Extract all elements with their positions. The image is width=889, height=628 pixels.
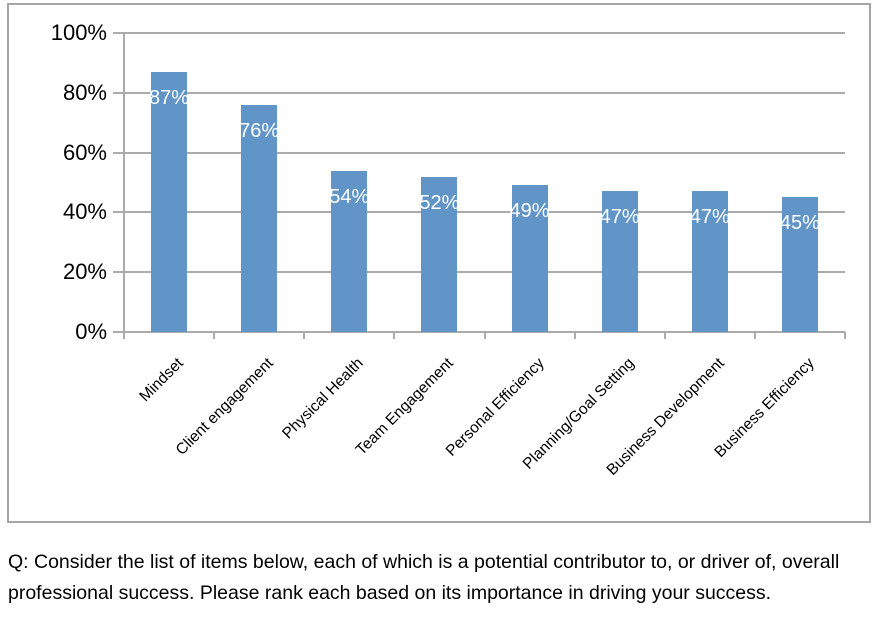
bar-value-label: 87%	[149, 86, 190, 109]
bar-value-label: 47%	[689, 206, 730, 229]
y-gridline	[113, 331, 845, 333]
x-axis-tick	[753, 332, 756, 339]
bar	[331, 170, 368, 332]
x-axis-category-label: Business Development	[603, 354, 728, 479]
y-axis-tick-label: 40%	[62, 199, 107, 225]
x-axis-category-label: Planning/Goal Setting	[519, 354, 638, 473]
x-axis-tick	[393, 332, 396, 339]
x-axis-tick	[483, 332, 486, 339]
bar	[691, 191, 728, 332]
x-axis-category-label: Personal Efficiency	[442, 354, 548, 460]
y-gridline	[113, 32, 845, 34]
bar-value-label: 54%	[329, 185, 370, 208]
x-axis-tick	[123, 332, 125, 339]
chart-caption: Q: Consider the list of items below, eac…	[8, 547, 888, 609]
bar-value-label: 49%	[509, 200, 550, 223]
x-axis-tick	[303, 332, 306, 339]
y-axis-tick-label: 0%	[75, 319, 107, 344]
x-axis-category-label: Client engagement	[172, 354, 277, 459]
bar-value-label: 47%	[599, 206, 640, 229]
y-gridline	[113, 91, 845, 94]
x-axis-tick	[573, 332, 576, 339]
bar	[421, 176, 458, 332]
x-axis-category-label: Team Engagement	[353, 354, 458, 459]
bar	[601, 191, 638, 332]
bar-value-label: 45%	[779, 212, 820, 235]
y-axis-tick-label: 60%	[62, 139, 107, 165]
y-axis-tick-label: 20%	[62, 259, 107, 285]
x-axis-category-label: Business Efficiency	[711, 354, 818, 461]
bar	[781, 197, 818, 332]
y-axis-tick-label: 100%	[50, 20, 107, 45]
y-axis-line	[123, 33, 125, 332]
y-gridline	[113, 271, 845, 274]
y-axis-tick-label: 80%	[62, 79, 107, 105]
x-axis-tick	[844, 332, 846, 339]
bar	[511, 185, 548, 332]
x-axis-tick	[213, 332, 216, 339]
x-axis-category-label: Physical Health	[279, 354, 368, 443]
y-gridline	[113, 151, 845, 154]
x-axis-tick	[663, 332, 666, 339]
bar	[151, 71, 188, 332]
bar-value-label: 76%	[239, 119, 280, 142]
x-axis-category-label: Mindset	[136, 354, 187, 406]
caption-line-2: professional success. Please rank each b…	[8, 582, 772, 604]
bar	[241, 104, 278, 332]
y-gridline	[113, 211, 845, 214]
caption-line-1: Q: Consider the list of items below, eac…	[8, 551, 840, 573]
bar-value-label: 52%	[419, 191, 460, 214]
